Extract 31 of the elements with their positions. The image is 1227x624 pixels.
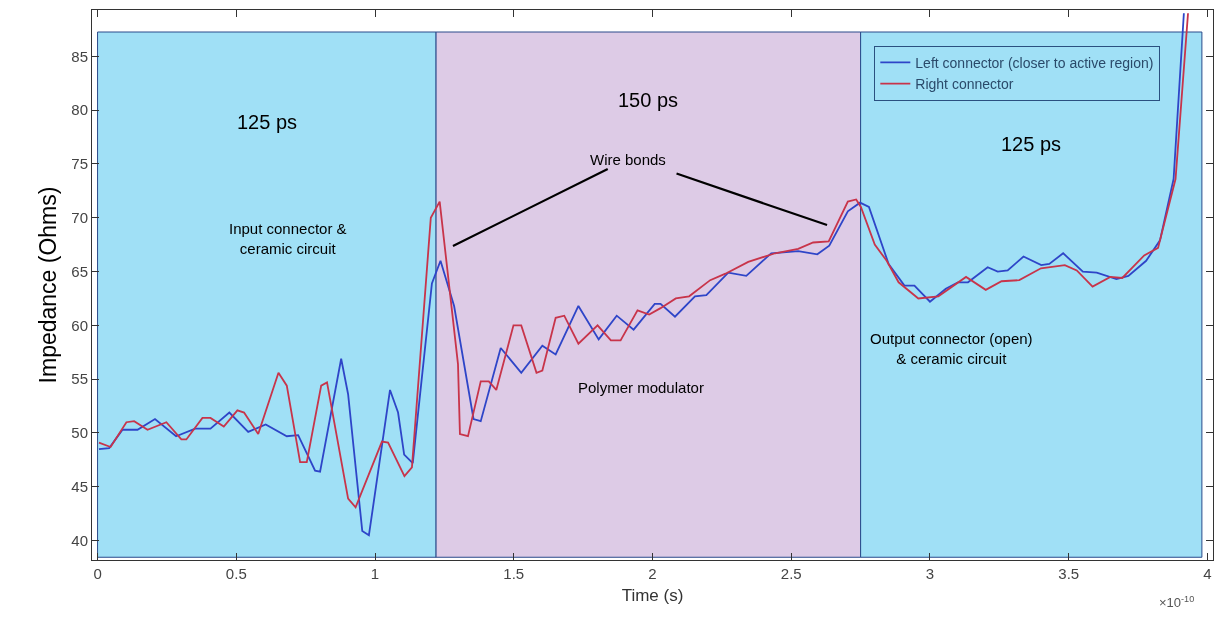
- annotation: Input connector & ceramic circuit: [229, 220, 347, 257]
- y-tick-label: 45: [71, 478, 88, 496]
- y-tick-label: 65: [71, 262, 88, 280]
- x-tick-label: 1.5: [503, 565, 525, 582]
- band-label: 125 ps: [1001, 133, 1062, 155]
- band-label: 125 ps: [237, 111, 298, 133]
- text: ×10$^{-10}$: [1159, 594, 1195, 611]
- y-tick-label: 85: [71, 47, 88, 65]
- x-axis-title: Time (s): [621, 586, 684, 606]
- annotation: Output connector (open) & ceramic circuit: [870, 330, 1033, 367]
- y-tick-label: 70: [71, 208, 88, 226]
- x-tick-label: 0.5: [225, 565, 247, 582]
- annotation: Wire bonds: [590, 151, 666, 168]
- y-axis-title: Impedance (Ohms): [34, 186, 61, 384]
- y-tick-label: 40: [71, 531, 88, 549]
- y-tick-label: 60: [71, 316, 88, 334]
- x-tick-label: 1: [370, 565, 380, 582]
- band-label: 150 ps: [618, 89, 679, 111]
- x-tick-label: 3: [925, 565, 935, 582]
- legend-label: Left connector (closer to active region): [915, 54, 1154, 71]
- legend-label: Right connector: [915, 76, 1014, 93]
- y-tick-label: 80: [71, 101, 88, 119]
- x-tick-label: 3.5: [1058, 565, 1080, 582]
- annotation: Polymer modulator: [578, 379, 704, 396]
- x-tick-label: 2: [648, 565, 657, 582]
- y-tick-label: 75: [71, 155, 88, 173]
- y-tick-label: 50: [71, 424, 88, 442]
- x-tick-label: 0: [93, 565, 102, 582]
- y-tick-label: 55: [71, 370, 88, 388]
- x-tick-label: 2.5: [780, 565, 802, 582]
- x-tick-label: 4: [1203, 565, 1212, 582]
